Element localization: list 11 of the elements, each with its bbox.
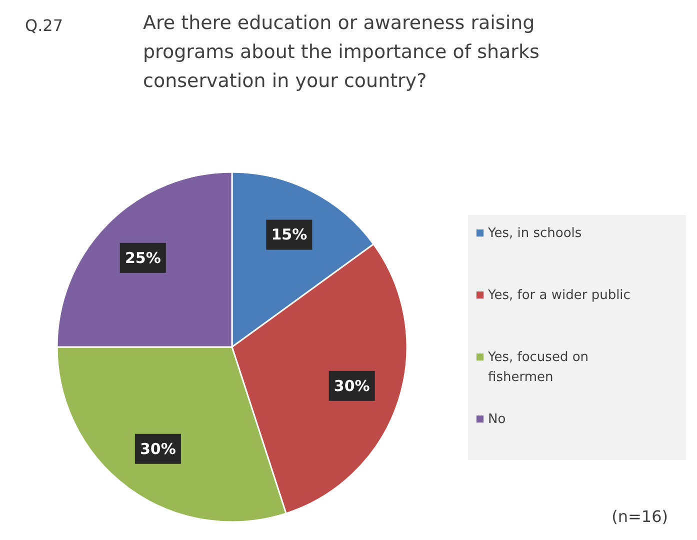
data-label: 30% xyxy=(334,376,370,395)
legend-label: Yes, in schools xyxy=(487,226,582,241)
chart-subtitle: Are there education or awareness raising programs about the importance of sharks conservation in your country? xyxy=(143,12,540,92)
chart-title: Q.27 xyxy=(25,16,64,35)
data-label: 25% xyxy=(124,248,161,267)
legend-label: Yes, focused on fishermen xyxy=(487,350,589,385)
legend-label: No xyxy=(488,412,506,427)
text: (n=16) xyxy=(612,507,668,526)
data-label: 30% xyxy=(140,440,176,458)
data-label: 15% xyxy=(271,226,308,244)
legend-label: Yes, for a wider public xyxy=(487,288,630,303)
